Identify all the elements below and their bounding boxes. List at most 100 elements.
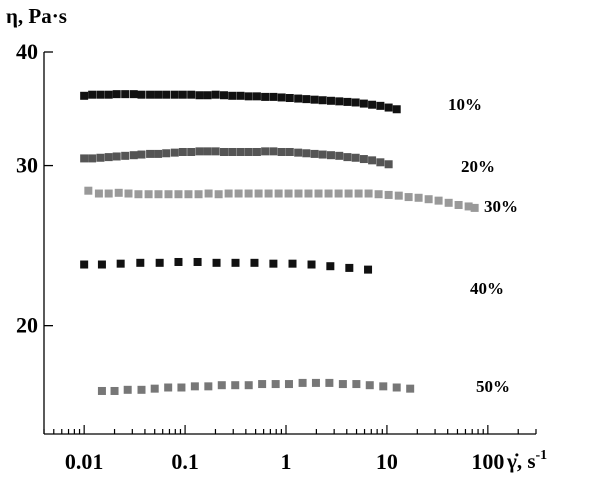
data-point bbox=[236, 91, 245, 100]
data-point bbox=[269, 147, 278, 156]
data-point bbox=[470, 203, 479, 212]
data-point bbox=[123, 385, 132, 394]
data-point bbox=[112, 90, 121, 99]
data-point bbox=[184, 190, 193, 199]
data-point bbox=[294, 94, 303, 103]
data-point bbox=[146, 149, 155, 158]
data-point bbox=[211, 90, 220, 99]
data-point bbox=[285, 94, 294, 103]
data-point bbox=[124, 189, 133, 198]
data-point bbox=[187, 147, 196, 156]
y-axis-title: η, Pa·s bbox=[6, 4, 67, 28]
data-point bbox=[154, 90, 163, 99]
data-point bbox=[170, 148, 179, 157]
data-point bbox=[80, 91, 89, 100]
data-point bbox=[434, 196, 443, 205]
data-point bbox=[302, 149, 311, 158]
data-point bbox=[338, 380, 347, 389]
data-point bbox=[244, 92, 253, 101]
data-point bbox=[144, 190, 153, 199]
data-point bbox=[335, 151, 344, 160]
data-point bbox=[193, 257, 202, 266]
data-point bbox=[204, 189, 213, 198]
data-point bbox=[88, 90, 97, 99]
data-point bbox=[150, 384, 159, 393]
data-point bbox=[406, 384, 415, 393]
data-point bbox=[261, 92, 270, 101]
data-point bbox=[154, 190, 163, 199]
data-point bbox=[110, 386, 119, 395]
data-point bbox=[250, 258, 259, 267]
data-point bbox=[211, 147, 220, 156]
x-tick-label: 1 bbox=[281, 449, 292, 474]
data-point bbox=[414, 193, 423, 202]
data-point bbox=[80, 154, 89, 163]
series-label-20-percent: 20% bbox=[461, 157, 495, 176]
data-point bbox=[302, 95, 311, 104]
data-point bbox=[314, 189, 323, 198]
series-20-percent bbox=[80, 147, 393, 169]
plot-area: 20 30 40 0.01 0.1 1 10 100 10% 20% 30% 40% 50% bbox=[16, 39, 537, 474]
data-point bbox=[228, 147, 237, 156]
data-point bbox=[284, 189, 293, 198]
series-10-percent bbox=[80, 90, 401, 114]
data-point bbox=[214, 190, 223, 199]
y-ticks: 20 30 40 bbox=[16, 39, 53, 338]
series-group bbox=[80, 90, 479, 395]
data-point bbox=[335, 97, 344, 106]
data-point bbox=[359, 99, 368, 108]
data-point bbox=[258, 380, 267, 389]
data-point bbox=[203, 147, 212, 156]
data-point bbox=[170, 90, 179, 99]
data-point bbox=[277, 147, 286, 156]
data-point bbox=[177, 383, 186, 392]
data-point bbox=[94, 189, 103, 198]
data-point bbox=[269, 259, 278, 268]
data-point bbox=[271, 380, 280, 389]
data-point bbox=[324, 189, 333, 198]
series-labels: 10% 20% 30% 40% 50% bbox=[448, 95, 518, 396]
data-point bbox=[244, 189, 253, 198]
data-point bbox=[121, 151, 130, 160]
data-point bbox=[343, 97, 352, 106]
data-point bbox=[104, 90, 113, 99]
x-tick-label: 100 bbox=[471, 449, 504, 474]
data-point bbox=[178, 90, 187, 99]
data-point bbox=[187, 90, 196, 99]
series-50-percent bbox=[97, 378, 415, 395]
data-point bbox=[261, 147, 270, 156]
data-point bbox=[304, 189, 313, 198]
data-point bbox=[326, 151, 335, 160]
data-point bbox=[231, 381, 240, 390]
data-point bbox=[231, 258, 240, 267]
data-point bbox=[374, 190, 383, 199]
x-axis-title-superscript: -1 bbox=[536, 448, 548, 463]
data-point bbox=[318, 150, 327, 159]
y-tick-label: 40 bbox=[16, 39, 38, 64]
data-point bbox=[384, 160, 393, 169]
data-point bbox=[334, 189, 343, 198]
data-point bbox=[285, 147, 294, 156]
data-point bbox=[219, 91, 228, 100]
data-point bbox=[137, 150, 146, 159]
data-point bbox=[204, 382, 213, 391]
data-point bbox=[307, 260, 316, 269]
data-point bbox=[294, 148, 303, 157]
data-point bbox=[318, 96, 327, 105]
data-point bbox=[351, 153, 360, 162]
data-point bbox=[137, 385, 146, 394]
data-point bbox=[129, 90, 138, 99]
data-point bbox=[345, 263, 354, 272]
data-point bbox=[252, 92, 261, 101]
x-tick-label: 10 bbox=[376, 449, 398, 474]
data-point bbox=[224, 189, 233, 198]
data-point bbox=[244, 381, 253, 390]
data-point bbox=[178, 147, 187, 156]
data-point bbox=[404, 193, 413, 202]
data-point bbox=[352, 380, 361, 389]
data-point bbox=[137, 90, 146, 99]
data-point bbox=[359, 155, 368, 164]
data-point bbox=[174, 190, 183, 199]
data-point bbox=[454, 200, 463, 209]
data-point bbox=[364, 265, 373, 274]
